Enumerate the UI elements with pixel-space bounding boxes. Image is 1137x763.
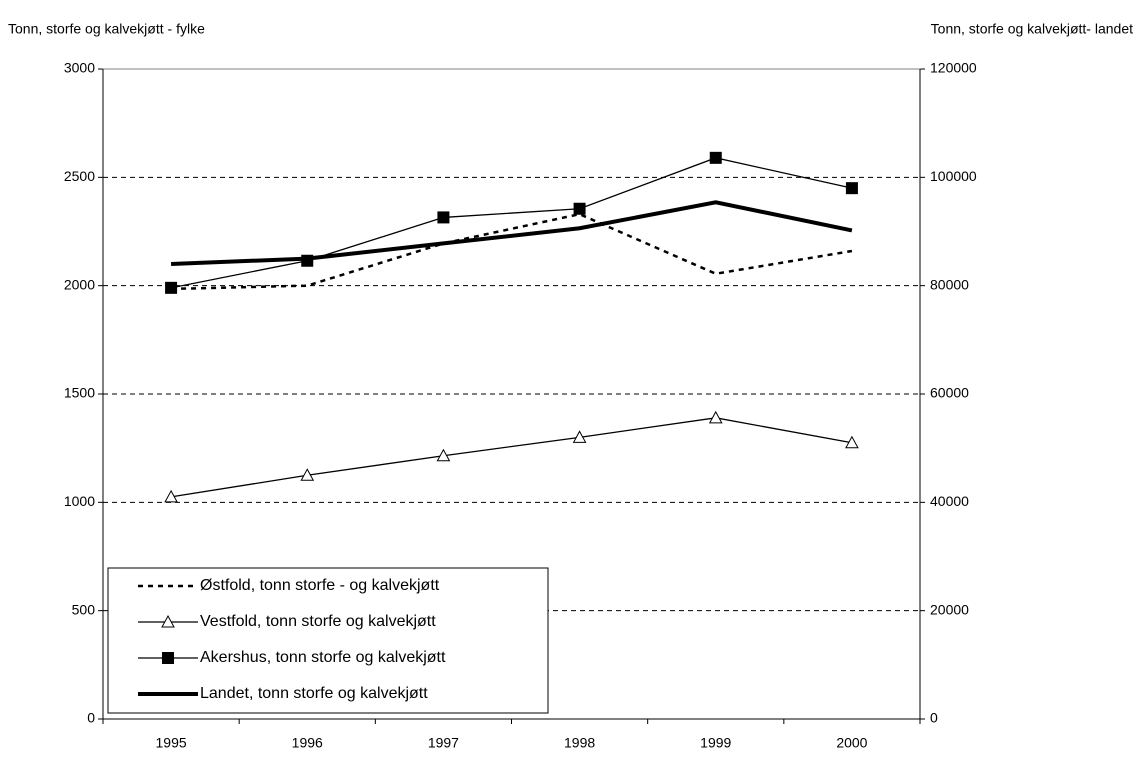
- x-tick-label: 1998: [564, 735, 595, 751]
- x-tick-label: 2000: [836, 735, 867, 751]
- y-tick-label: 0: [87, 710, 95, 726]
- y2-tick-label: 120000: [930, 60, 977, 76]
- x-tick-label: 1995: [156, 735, 187, 751]
- y2-tick-label: 0: [930, 710, 938, 726]
- x-tick-label: 1996: [292, 735, 323, 751]
- point-marker: [845, 435, 859, 449]
- point-marker: [436, 448, 451, 462]
- y2-tick-label: 40000: [930, 493, 969, 509]
- y2-tick-label: 20000: [930, 601, 969, 617]
- y-tick-label: 3000: [64, 60, 95, 76]
- point-marker: [300, 468, 315, 481]
- legend-marker: [162, 652, 174, 664]
- point-marker: [165, 281, 178, 294]
- legend-label: Østfold, tonn storfe - og kalvekjøtt: [200, 577, 440, 594]
- y-tick-label: 2500: [64, 168, 95, 184]
- series-line: [171, 200, 853, 266]
- legend-label: Landet, tonn storfe og kalvekjøtt: [200, 685, 428, 702]
- y-tick-label: 2000: [64, 276, 95, 292]
- y2-axis-title: Tonn, storfe og kalvekjøtt- landet: [931, 21, 1133, 37]
- y-tick-label: 1500: [64, 385, 95, 401]
- series-line: [170, 157, 853, 289]
- y2-tick-label: 100000: [930, 168, 977, 184]
- point-marker: [164, 489, 178, 503]
- x-tick-label: 1997: [428, 735, 459, 751]
- legend-marker: [161, 614, 175, 628]
- legend-box: [107, 567, 549, 714]
- legend-label: Vestfold, tonn storfe og kalvekjøtt: [200, 613, 436, 630]
- point-marker: [572, 430, 587, 443]
- point-marker: [573, 202, 586, 215]
- point-marker: [708, 410, 723, 424]
- point-marker: [845, 182, 858, 195]
- point-marker: [437, 211, 450, 224]
- y2-tick-label: 60000: [930, 385, 969, 401]
- series-line: [171, 212, 853, 291]
- series-line: [170, 417, 853, 498]
- legend-label: Akershus, tonn storfe og kalvekjøtt: [200, 649, 446, 666]
- point-marker: [709, 151, 722, 164]
- x-tick-label: 1999: [700, 735, 731, 751]
- y2-tick-label: 80000: [930, 276, 969, 292]
- y-axis-title: Tonn, storfe og kalvekjøtt - fylke: [8, 21, 205, 37]
- y-tick-label: 1000: [64, 493, 95, 509]
- y-tick-label: 500: [72, 601, 96, 617]
